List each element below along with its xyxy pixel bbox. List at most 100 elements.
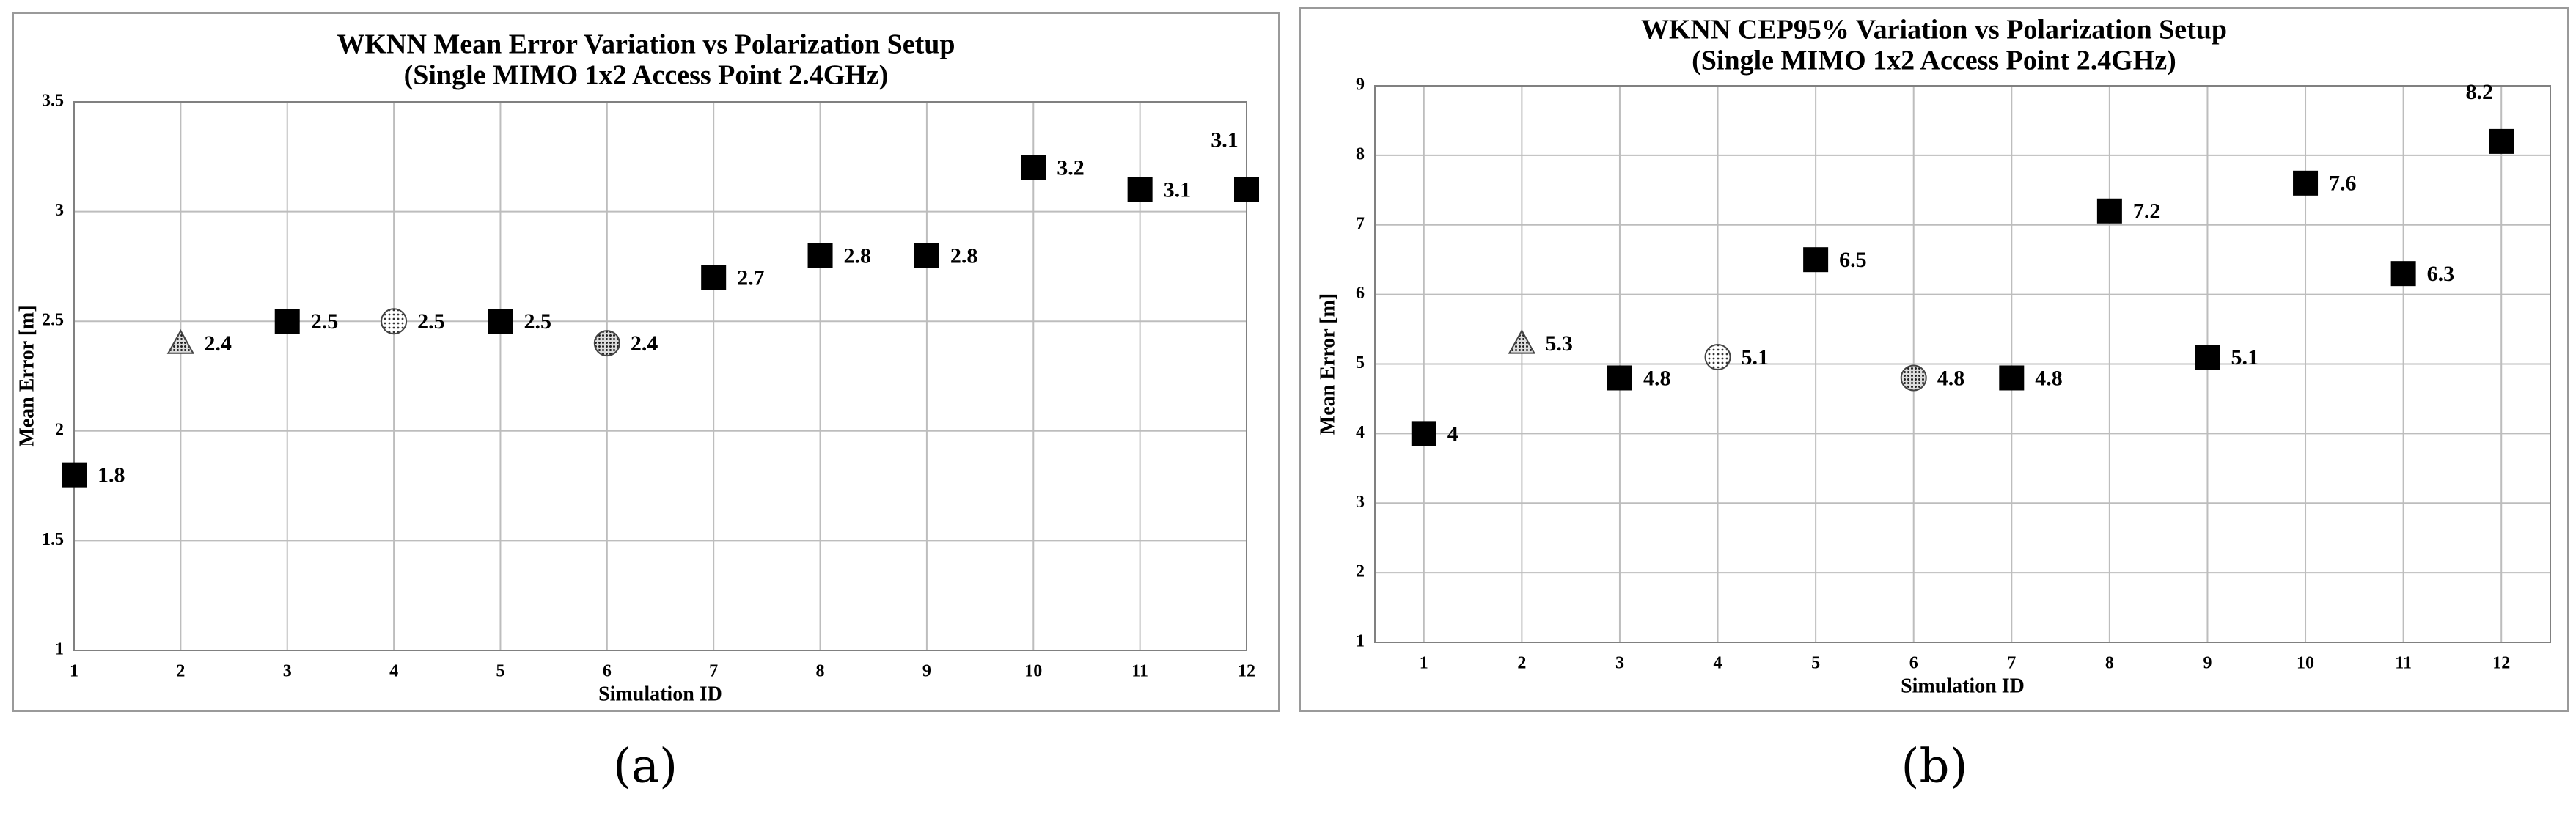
y-tick-label: 5 xyxy=(1356,353,1365,372)
point xyxy=(1127,177,1153,202)
x-tick-label: 1 xyxy=(1420,654,1428,673)
data-label: 6.5 xyxy=(1839,248,1867,272)
x-tick-label: 1 xyxy=(70,662,78,681)
point xyxy=(1508,328,1536,354)
x-tick-label: 11 xyxy=(2395,654,2412,673)
x-tick-label: 9 xyxy=(2203,654,2212,673)
caption: (b) xyxy=(1901,740,1968,794)
chart-frame xyxy=(12,12,1280,712)
point xyxy=(1999,365,2025,391)
data-label: 2.5 xyxy=(311,309,339,334)
x-axis-label: Simulation ID xyxy=(598,683,722,705)
x-tick-label: 11 xyxy=(1131,662,1148,681)
x-tick-label: 7 xyxy=(709,662,718,681)
x-tick-label: 10 xyxy=(1024,662,1042,681)
data-label: 2.8 xyxy=(844,243,872,268)
data-label: 5.1 xyxy=(2231,345,2258,370)
y-tick-label: 7 xyxy=(1356,214,1365,233)
y-tick-label: 3 xyxy=(55,201,64,220)
point xyxy=(2489,128,2514,154)
point xyxy=(274,309,300,334)
x-tick-label: 12 xyxy=(1238,662,1255,681)
data-label: 2.5 xyxy=(524,309,551,334)
data-label: 1.8 xyxy=(98,463,125,488)
point xyxy=(1803,247,1829,273)
y-tick-label: 9 xyxy=(1356,76,1365,95)
data-label: 4.8 xyxy=(1643,366,1671,390)
x-tick-label: 5 xyxy=(1811,654,1820,673)
point xyxy=(1900,364,1927,392)
y-tick-label: 3 xyxy=(1356,493,1365,512)
point xyxy=(2096,198,2122,224)
y-tick-label: 8 xyxy=(1356,144,1365,163)
y-tick-label: 2.5 xyxy=(42,311,64,330)
point xyxy=(914,243,939,268)
data-label: 4.8 xyxy=(1937,366,1965,390)
x-tick-label: 2 xyxy=(1517,654,1526,673)
point xyxy=(593,330,620,357)
point xyxy=(2293,170,2319,196)
x-tick-label: 4 xyxy=(389,662,398,681)
point xyxy=(166,329,195,354)
point xyxy=(62,462,87,488)
y-tick-label: 3.5 xyxy=(42,92,64,111)
data-label: 2.8 xyxy=(950,243,978,268)
point xyxy=(1411,421,1436,446)
point xyxy=(701,265,727,290)
point xyxy=(1607,365,1632,391)
data-label: 7.2 xyxy=(2133,199,2161,224)
x-tick-label: 2 xyxy=(176,662,185,681)
point xyxy=(1021,155,1046,180)
y-tick-label: 1.5 xyxy=(42,530,64,549)
x-tick-label: 7 xyxy=(2007,654,2016,673)
plot-area xyxy=(1374,85,2551,643)
data-label: 5.1 xyxy=(1742,345,1769,370)
x-tick-label: 8 xyxy=(816,662,825,681)
chart-subtitle: (Single MIMO 1x2 Access Point 2.4GHz) xyxy=(1692,45,2176,76)
y-axis-label: Mean Error [m] xyxy=(1316,293,1339,435)
data-label: 4.8 xyxy=(2035,366,2063,390)
data-label: 2.7 xyxy=(737,265,765,290)
data-label: 4 xyxy=(1447,422,1458,446)
point xyxy=(2390,261,2416,287)
plot-area xyxy=(73,101,1247,651)
data-label: 6.3 xyxy=(2427,262,2455,286)
x-tick-label: 6 xyxy=(1909,654,1918,673)
x-tick-label: 5 xyxy=(496,662,504,681)
x-tick-label: 9 xyxy=(922,662,931,681)
data-label: 5.3 xyxy=(1545,331,1573,356)
point xyxy=(807,243,833,268)
y-axis-label: Mean Error [m] xyxy=(15,305,38,446)
chart-frame xyxy=(1299,7,2569,712)
data-label: 3.1 xyxy=(1164,178,1192,202)
y-tick-label: 6 xyxy=(1356,284,1365,303)
x-tick-label: 6 xyxy=(603,662,612,681)
x-tick-label: 3 xyxy=(283,662,292,681)
point xyxy=(1234,177,1259,202)
data-label: 3.2 xyxy=(1057,156,1085,180)
chart-title: WKNN CEP95% Variation vs Polarization Se… xyxy=(1641,15,2227,45)
point xyxy=(2195,345,2220,370)
data-label: 2.4 xyxy=(631,331,658,356)
x-tick-label: 8 xyxy=(2105,654,2114,673)
chart-title: WKNN Mean Error Variation vs Polarizatio… xyxy=(337,29,955,60)
x-tick-label: 12 xyxy=(2492,654,2510,673)
data-label: 2.5 xyxy=(417,309,445,334)
y-tick-label: 2 xyxy=(55,420,64,439)
x-axis-label: Simulation ID xyxy=(1901,675,2025,697)
y-tick-label: 4 xyxy=(1356,423,1365,442)
caption: (a) xyxy=(613,740,678,794)
data-label: 7.6 xyxy=(2329,172,2357,196)
x-tick-label: 4 xyxy=(1714,654,1722,673)
point xyxy=(1704,344,1731,371)
y-tick-label: 1 xyxy=(1356,632,1365,651)
x-tick-label: 3 xyxy=(1615,654,1624,673)
chart-subtitle: (Single MIMO 1x2 Access Point 2.4GHz) xyxy=(404,60,889,91)
y-tick-label: 2 xyxy=(1356,562,1365,581)
x-tick-label: 10 xyxy=(2297,654,2314,673)
y-tick-label: 1 xyxy=(55,640,64,659)
data-label: 2.4 xyxy=(204,331,232,356)
data-label: 3.1 xyxy=(1211,128,1239,152)
point xyxy=(488,309,513,334)
